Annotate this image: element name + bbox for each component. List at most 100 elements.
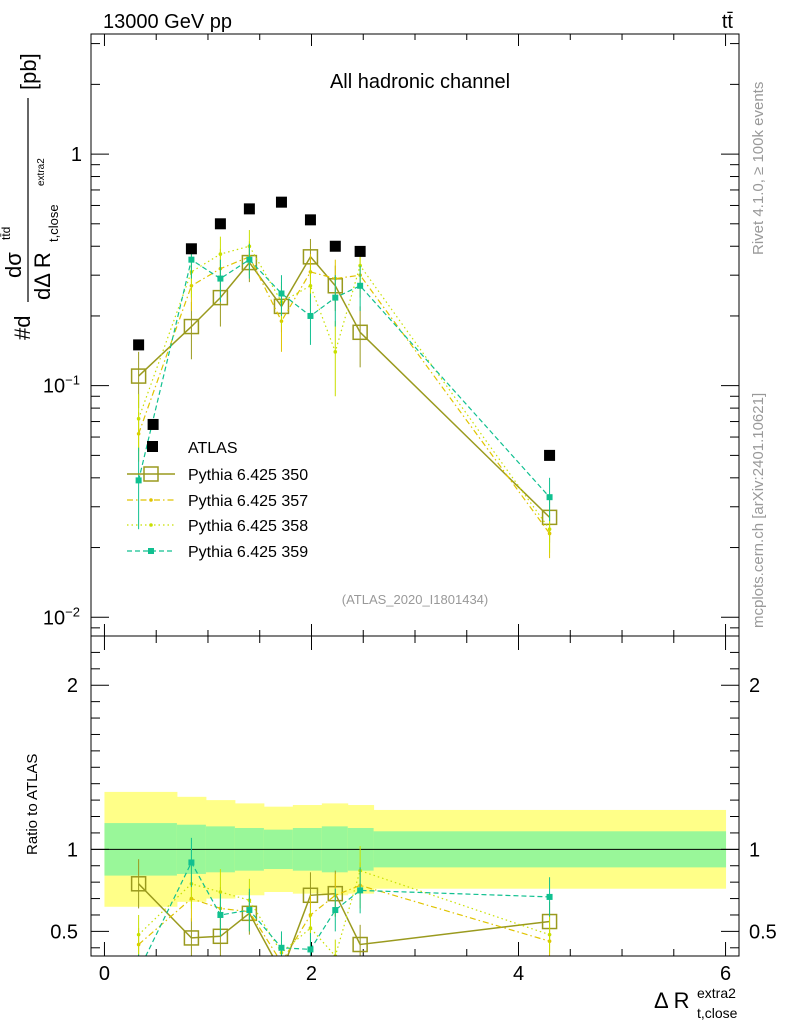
analysis-id-label: (ATLAS_2020_I1801434) — [342, 592, 488, 607]
data-point-pythia-6-425-359 — [217, 275, 224, 282]
data-point-pythia-6-425-359 — [246, 256, 253, 263]
y-label-denominator-sub: t,close — [46, 204, 61, 242]
main-panel-series — [130, 196, 558, 559]
ratio-point-pythia-6-425-350 — [183, 930, 200, 946]
data-point-atlas — [304, 214, 316, 226]
ratio-point-pythia-6-425-359 — [357, 887, 364, 894]
mcplots-label: mcplots.cern.ch [arXiv:2401.10621] — [750, 393, 767, 628]
series-line-pythia-6-425-357 — [138, 256, 551, 534]
ratio-y-tick-label-right: 0.5 — [749, 921, 777, 943]
ratio-point-pythia-6-425-359 — [546, 893, 553, 900]
legend-label-atlas: ATLAS — [188, 440, 238, 457]
ratio-point-pythia-6-425-358 — [308, 926, 313, 930]
series-line-pythia-6-425-358 — [138, 245, 551, 530]
x-label-main: Δ R — [654, 988, 689, 1013]
data-point-pythia-6-425-359 — [307, 312, 314, 319]
ratio-point-pythia-6-425-359 — [246, 907, 253, 914]
data-point-atlas — [214, 218, 226, 230]
rivet-version-label: Rivet 4.1.0, ≥ 100k events — [750, 82, 767, 255]
ratio-y-axis-label: Ratio to ATLAS — [24, 754, 41, 855]
main-y-tick-labels: 10−2 10−1 1 — [43, 144, 82, 629]
data-point-atlas — [354, 245, 366, 257]
x-axis-label: Δ R t,close extra2 — [654, 985, 738, 1021]
data-point-atlas — [185, 243, 197, 255]
ratio-y-tick-label: 1 — [67, 839, 78, 861]
ratio-point-pythia-6-425-359 — [136, 968, 142, 974]
ratio-point-pythia-6-425-350 — [130, 876, 147, 892]
legend-marker-358 — [149, 523, 153, 527]
data-point-atlas — [544, 449, 556, 461]
header-process-label: 13000 GeV pp — [103, 11, 232, 33]
ratio-point-pythia-6-425-350 — [274, 965, 288, 979]
ratio-point-pythia-6-425-359 — [307, 946, 314, 953]
ratio-panel-frame — [90, 635, 740, 957]
legend-marker-357 — [149, 498, 153, 502]
x-tick-label: 4 — [513, 963, 524, 985]
x-tick-label: 2 — [306, 963, 317, 985]
y-label-prefix: #d — [10, 316, 35, 340]
ratio-point-pythia-6-425-358 — [136, 932, 141, 937]
series-line-pythia-6-425-359 — [138, 258, 551, 498]
ratio-y-tick-label: 2 — [67, 675, 78, 697]
data-point-pythia-6-425-359 — [546, 494, 553, 501]
ratio-panel: 0.5 0.5 1 1 2 2 0 2 4 6 Ratio to ATLAS Δ R t,clos… — [24, 635, 777, 1021]
data-point-pythia-6-425-350 — [183, 318, 200, 335]
data-point-pythia-6-425-359 — [278, 290, 285, 297]
data-point-atlas — [329, 240, 341, 252]
data-point-pythia-6-425-359 — [357, 282, 364, 289]
legend-marker-359 — [148, 548, 154, 554]
ratio-uncertainty-bands — [91, 791, 739, 907]
ratio-line-pythia-6-425-350 — [138, 883, 550, 956]
data-point-atlas — [133, 339, 145, 351]
data-point-pythia-6-425-359 — [135, 477, 142, 484]
y-label-numerator: dσ — [1, 252, 26, 278]
data-point-atlas — [243, 203, 255, 215]
ratio-y-tick-label-right: 1 — [749, 839, 760, 861]
legend-marker-350 — [143, 466, 159, 482]
y-tick-label: 10−1 — [43, 373, 80, 398]
data-point-pythia-6-425-350 — [352, 324, 368, 341]
legend-label-357: Pythia 6.425 357 — [188, 493, 308, 510]
y-label-unit: [pb] — [16, 53, 41, 90]
ratio-point-pythia-6-425-359 — [278, 944, 285, 951]
x-label-sub: t,close — [697, 1005, 738, 1021]
data-point-atlas — [147, 418, 159, 430]
legend-label-359: Pythia 6.425 359 — [188, 544, 308, 561]
legend-label-350: Pythia 6.425 350 — [188, 467, 308, 484]
ratio-point-pythia-6-425-359 — [217, 911, 224, 918]
ratio-point-pythia-6-425-350 — [352, 936, 368, 953]
data-point-pythia-6-425-358 — [333, 350, 338, 354]
chart-title: All hadronic channel — [330, 71, 510, 93]
y-label-denominator-sup: extra2 — [36, 158, 47, 186]
ratio-point-pythia-6-425-359 — [332, 907, 339, 914]
ratio-panel-ticks — [91, 635, 739, 956]
data-point-pythia-6-425-358 — [136, 416, 141, 421]
ratio-point-pythia-6-425-357 — [280, 961, 284, 965]
legend-marker-atlas — [147, 441, 158, 452]
x-tick-label: 0 — [99, 963, 110, 985]
y-label-denominator: dΔ R — [30, 252, 55, 300]
x-tick-label: 6 — [720, 963, 731, 985]
data-point-pythia-6-425-350 — [130, 368, 147, 384]
ratio-tick-labels: 0.5 0.5 1 1 2 2 0 2 4 6 — [50, 675, 777, 985]
main-panel: All hadronic channel (ATLAS_2020_I180143… — [0, 33, 740, 637]
data-point-atlas — [275, 196, 287, 208]
main-y-axis-label: #d dσ tt̄d dΔ R t,close extra2 [pb] — [0, 53, 61, 340]
legend: ATLAS Pythia 6.425 350 Pythia 6.425 357 … — [127, 440, 308, 561]
ratio-point-pythia-6-425-358 — [218, 890, 223, 894]
y-label-numerator-sup: tt̄d — [0, 227, 13, 240]
main-panel-ticks — [91, 34, 739, 636]
ratio-y-tick-label-right: 2 — [749, 675, 760, 697]
data-point-pythia-6-425-359 — [332, 294, 339, 301]
ratio-y-tick-label: 0.5 — [50, 921, 78, 943]
ratio-panel-series — [130, 837, 558, 979]
ratio-point-pythia-6-425-358 — [547, 932, 552, 937]
header-final-state-label: tt̄ — [722, 11, 734, 33]
data-point-pythia-6-425-359 — [188, 256, 195, 263]
ratio-point-pythia-6-425-359 — [188, 859, 195, 866]
data-point-pythia-6-425-358 — [547, 527, 552, 532]
y-tick-label: 10−2 — [43, 604, 80, 629]
ratio-line-pythia-6-425-358 — [138, 869, 550, 956]
legend-label-358: Pythia 6.425 358 — [188, 518, 308, 535]
